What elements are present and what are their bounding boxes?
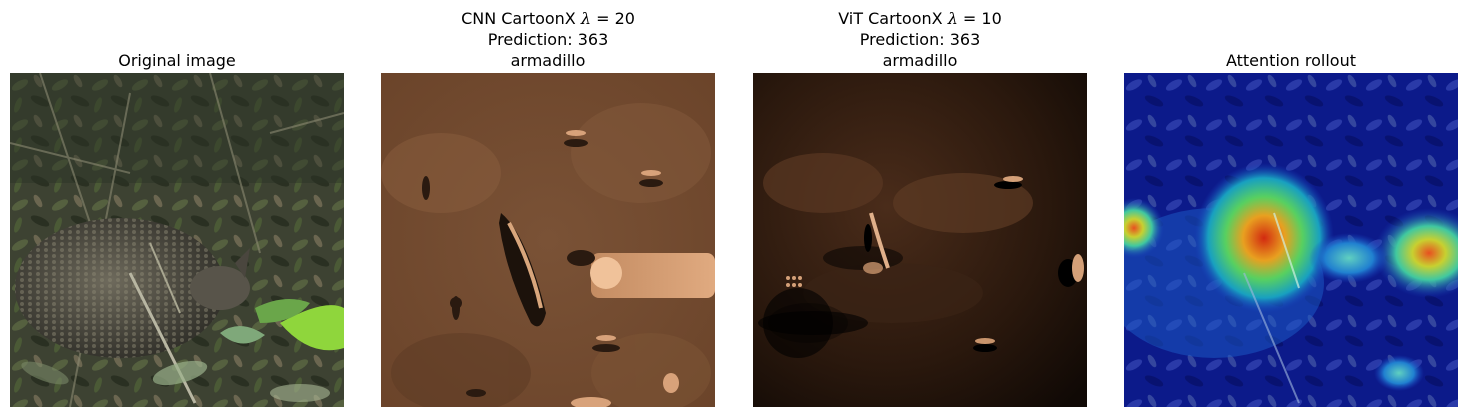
vit-cartoonx-image	[753, 73, 1087, 407]
panel-title: Original image	[10, 50, 344, 71]
title-line: Prediction: 363	[487, 30, 609, 49]
title-line-1: ViT CartoonX λ = 10	[838, 9, 1002, 28]
panel-title: CNN CartoonX λ = 20 Prediction: 363 arma…	[381, 8, 715, 71]
armadillo-photo	[10, 73, 344, 407]
cnn-cartoonx-image	[381, 73, 715, 407]
cnn-cartoonx-map	[381, 73, 715, 407]
original-image	[10, 73, 344, 407]
title-line: Prediction: 363	[859, 30, 981, 49]
title-line: Original image	[118, 51, 236, 70]
panel-attention-rollout: Attention rollout	[1124, 0, 1458, 417]
attention-rollout-image	[1124, 73, 1458, 407]
panel-cnn-cartoonx: CNN CartoonX λ = 20 Prediction: 363 arma…	[381, 0, 715, 417]
title-line: Attention rollout	[1225, 51, 1357, 70]
panel-vit-cartoonx: ViT CartoonX λ = 10 Prediction: 363 arma…	[753, 0, 1087, 417]
panel-title: ViT CartoonX λ = 10 Prediction: 363 arma…	[753, 8, 1087, 71]
title-line: armadillo	[882, 51, 958, 70]
panel-original: Original image	[10, 0, 344, 417]
title-line-1: CNN CartoonX λ = 20	[461, 9, 635, 28]
vit-cartoonx-map	[753, 73, 1087, 407]
attention-heatmap	[1124, 73, 1458, 407]
title-line: armadillo	[510, 51, 586, 70]
panel-title: Attention rollout	[1124, 50, 1458, 71]
